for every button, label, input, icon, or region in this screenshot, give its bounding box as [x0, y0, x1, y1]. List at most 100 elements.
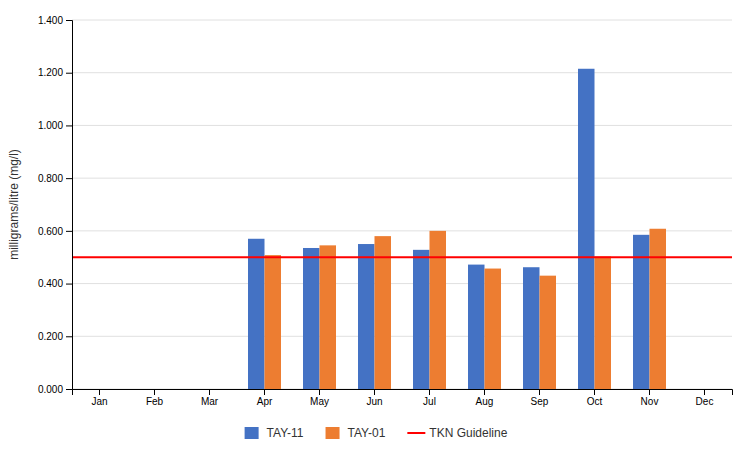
marks [72, 69, 732, 389]
bar [523, 267, 540, 389]
y-tick: 0.600 [38, 226, 72, 237]
x-tick: Jun [366, 389, 382, 407]
bar [468, 265, 485, 389]
x-tick: Oct [587, 389, 603, 407]
legend-swatch [245, 427, 259, 439]
bar-series [265, 229, 667, 389]
y-tick: 0.800 [38, 173, 72, 184]
grid [72, 20, 732, 389]
x-tick: Apr [257, 389, 273, 407]
y-tick-mark [66, 389, 72, 390]
legend-swatch [407, 432, 425, 434]
legend-swatch [326, 427, 340, 439]
x-tick-mark [374, 389, 375, 395]
bar [578, 69, 595, 389]
grid-line [72, 230, 732, 231]
x-tick-label: Jul [423, 396, 436, 407]
bar [303, 248, 320, 389]
x-tick-label: Oct [587, 396, 603, 407]
x-tick-mark [539, 389, 540, 395]
x-axis: Jan Feb Mar Apr May Jun Jul Aug Sep Oct Nov Dec [73, 389, 733, 407]
bar [485, 269, 502, 389]
x-tick-mark [99, 389, 100, 395]
bar [375, 236, 392, 389]
bar [540, 276, 557, 389]
legend-item: TKN Guideline [407, 426, 507, 440]
y-tick-mark [66, 336, 72, 337]
x-tick-mark [649, 389, 650, 395]
legend-item: TAY-01 [326, 426, 386, 440]
legend-item: TAY-11 [245, 426, 304, 440]
x-tick: May [310, 389, 329, 407]
grid-line [72, 20, 732, 21]
x-tick: Nov [641, 389, 659, 407]
x-tick: Dec [696, 389, 714, 407]
y-axis-title: milligrams/litre (mg/l) [7, 149, 21, 260]
y-tick-label: 0.000 [38, 384, 63, 395]
x-tick-mark [429, 389, 430, 395]
y-axis-line [66, 21, 73, 390]
legend-label: TAY-01 [348, 426, 386, 440]
y-tick: 1.000 [38, 120, 72, 131]
legend-label: TKN Guideline [429, 426, 507, 440]
plot: 0.000 0.200 0.400 0.600 0.800 1.000 1.200 1.400… [38, 15, 733, 407]
legend: TAY-11 TAY-01 TKN Guideline [245, 426, 508, 440]
x-tick-mark [319, 389, 320, 395]
x-tick: Jan [91, 389, 107, 407]
x-tick-mark [484, 389, 485, 395]
y-tick: 0.400 [38, 278, 72, 289]
bar [650, 229, 667, 389]
y-tick-mark [66, 284, 72, 285]
x-tick: Aug [476, 389, 494, 407]
x-tick: Mar [201, 389, 219, 407]
guideline [72, 256, 732, 258]
y-tick-label: 0.200 [38, 331, 63, 342]
x-tick: Jul [423, 389, 436, 407]
bar-series [248, 69, 650, 389]
legend-label: TAY-11 [267, 426, 304, 440]
grid-line [72, 72, 732, 73]
x-tick-mark [154, 389, 155, 395]
bar [595, 256, 612, 389]
y-tick-mark [66, 125, 72, 126]
grid-line [72, 125, 732, 126]
x-tick-label: May [310, 396, 329, 407]
x-tick-label: Mar [201, 396, 219, 407]
y-tick: 0.200 [38, 331, 72, 342]
x-tick-label: Apr [257, 396, 273, 407]
bar [265, 255, 282, 389]
x-tick-label: Dec [696, 396, 714, 407]
y-tick: 1.200 [38, 67, 72, 78]
chart: 0.000 0.200 0.400 0.600 0.800 1.000 1.200 1.400… [0, 0, 752, 451]
x-tick-label: Sep [531, 396, 549, 407]
x-tick-label: Jan [91, 396, 107, 407]
x-tick-label: Jun [366, 396, 382, 407]
y-tick-label: 0.400 [38, 278, 63, 289]
x-tick-mark [594, 389, 595, 395]
y-tick-mark [66, 73, 72, 74]
x-tick-label: Feb [146, 396, 164, 407]
x-tick-label: Aug [476, 396, 494, 407]
grid-line [72, 178, 732, 179]
x-tick: Feb [146, 389, 164, 407]
x-tick-label: Nov [641, 396, 659, 407]
x-tick-mark [264, 389, 265, 395]
x-tick: Sep [531, 389, 549, 407]
bar [248, 239, 265, 389]
y-tick-mark [66, 178, 72, 179]
bar [413, 250, 430, 389]
bar [320, 245, 337, 389]
y-tick: 1.400 [38, 15, 72, 26]
bar [358, 244, 375, 389]
x-axis-line [73, 390, 733, 396]
x-tick-mark [704, 389, 705, 395]
y-tick: 0.000 [38, 384, 72, 395]
y-tick-label: 1.200 [38, 67, 63, 78]
y-tick-label: 0.800 [38, 173, 63, 184]
y-tick-mark [66, 231, 72, 232]
y-tick-label: 1.400 [38, 15, 63, 26]
y-axis: 0.000 0.200 0.400 0.600 0.800 1.000 1.200 1.400 [38, 15, 73, 395]
x-tick-mark [209, 389, 210, 395]
y-tick-label: 1.000 [38, 120, 63, 131]
bar [430, 231, 447, 389]
